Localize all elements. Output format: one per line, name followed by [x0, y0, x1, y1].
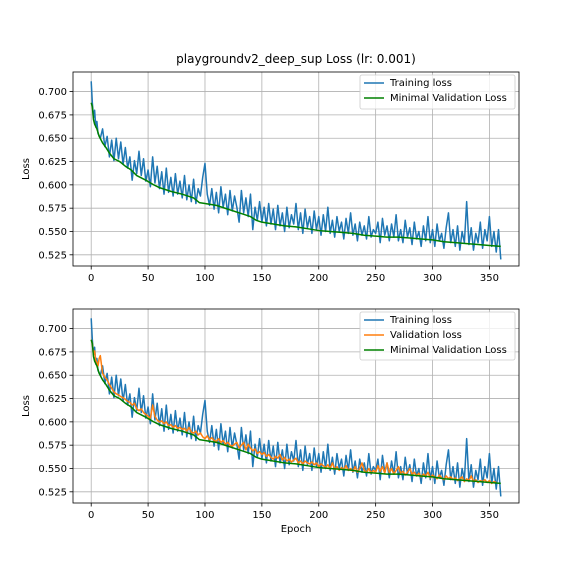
top-chart-title: playgroundv2_deep_sup Loss (lr: 0.001) [176, 52, 416, 66]
bottom-x-tick-label-0: 0 [88, 510, 94, 521]
top-y-tick-label-0: 0.525 [38, 250, 67, 261]
top-x-tick-label-300: 300 [423, 273, 442, 284]
bottom-axes-frame [72, 308, 520, 504]
bottom-y-tick-label-1: 0.550 [38, 464, 67, 475]
bottom-legend-label-training: Training loss [389, 315, 452, 326]
bottom-legend: Training loss Validation loss Minimal Va… [359, 311, 516, 361]
bottom-x-axis-label: Epoch [281, 524, 312, 535]
bottom-y-ticks: 0.525 0.550 0.575 0.600 0.625 0.650 0.675 0.700 [38, 324, 73, 498]
top-x-tick-label-50: 50 [142, 273, 155, 284]
bottom-gridlines [73, 309, 519, 503]
bottom-y-tick-label-3: 0.600 [38, 417, 67, 428]
top-y-tick-label-5: 0.650 [38, 134, 67, 145]
top-legend: Training loss Minimal Validation Loss [359, 74, 516, 110]
bottom-y-axis-label: Loss [21, 395, 32, 417]
bottom-y-tick-label-7: 0.700 [38, 324, 67, 335]
bottom-plot-lines [90, 318, 502, 497]
top-plot-lines [90, 81, 502, 260]
top-series-training-loss [90, 81, 502, 260]
bottom-x-tick-label-300: 300 [423, 510, 442, 521]
top-y-tick-label-4: 0.625 [38, 157, 67, 168]
top-x-tick-label-250: 250 [366, 273, 385, 284]
bottom-series-minimal-validation-loss [90, 339, 501, 485]
bottom-x-tick-label-250: 250 [366, 510, 385, 521]
bottom-y-tick-label-4: 0.625 [38, 394, 67, 405]
bottom-legend-label-validation: Validation loss [390, 330, 462, 341]
bottom-x-tick-label-150: 150 [252, 510, 271, 521]
bottom-x-tick-label-200: 200 [309, 510, 328, 521]
top-legend-label-minimal: Minimal Validation Loss [390, 93, 507, 104]
bottom-x-tick-label-350: 350 [480, 510, 499, 521]
top-x-tick-label-100: 100 [195, 273, 214, 284]
bottom-x-tick-label-100: 100 [195, 510, 214, 521]
top-y-tick-label-6: 0.675 [38, 110, 67, 121]
bottom-legend-box [359, 311, 516, 361]
top-y-tick-label-2: 0.575 [38, 204, 67, 215]
bottom-legend-label-minimal: Minimal Validation Loss [390, 345, 507, 356]
top-loss-chart: playgroundv2_deep_sup Loss (lr: 0.001) 0… [21, 52, 520, 284]
top-legend-box [359, 74, 516, 110]
bottom-loss-chart: 0 50 100 150 200 250 300 350 0.525 0.550 0.575 0.6… [21, 308, 520, 535]
top-y-tick-label-3: 0.600 [38, 180, 67, 191]
top-y-axis-label: Loss [21, 158, 32, 180]
bottom-y-tick-label-0: 0.525 [38, 487, 67, 498]
top-x-tick-label-150: 150 [252, 273, 271, 284]
bottom-y-tick-label-5: 0.650 [38, 371, 67, 382]
top-x-ticks: 0 50 100 150 200 250 300 350 [88, 266, 499, 284]
top-y-tick-label-7: 0.700 [38, 87, 67, 98]
top-y-ticks: 0.525 0.550 0.575 0.600 0.625 0.650 0.675 0.700 [38, 87, 73, 261]
top-axes-frame [72, 71, 520, 267]
bottom-y-tick-label-2: 0.575 [38, 441, 67, 452]
bottom-series-validation-loss [90, 339, 497, 485]
top-x-tick-label-0: 0 [88, 273, 94, 284]
top-gridlines [73, 72, 519, 266]
top-y-tick-label-1: 0.550 [38, 227, 67, 238]
top-legend-label-training: Training loss [389, 78, 452, 89]
top-series-minimal-validation-loss [90, 102, 501, 248]
top-x-tick-label-350: 350 [480, 273, 499, 284]
bottom-y-tick-label-6: 0.675 [38, 347, 67, 358]
bottom-x-tick-label-50: 50 [142, 510, 155, 521]
bottom-x-ticks: 0 50 100 150 200 250 300 350 [88, 503, 499, 521]
top-x-tick-label-200: 200 [309, 273, 328, 284]
